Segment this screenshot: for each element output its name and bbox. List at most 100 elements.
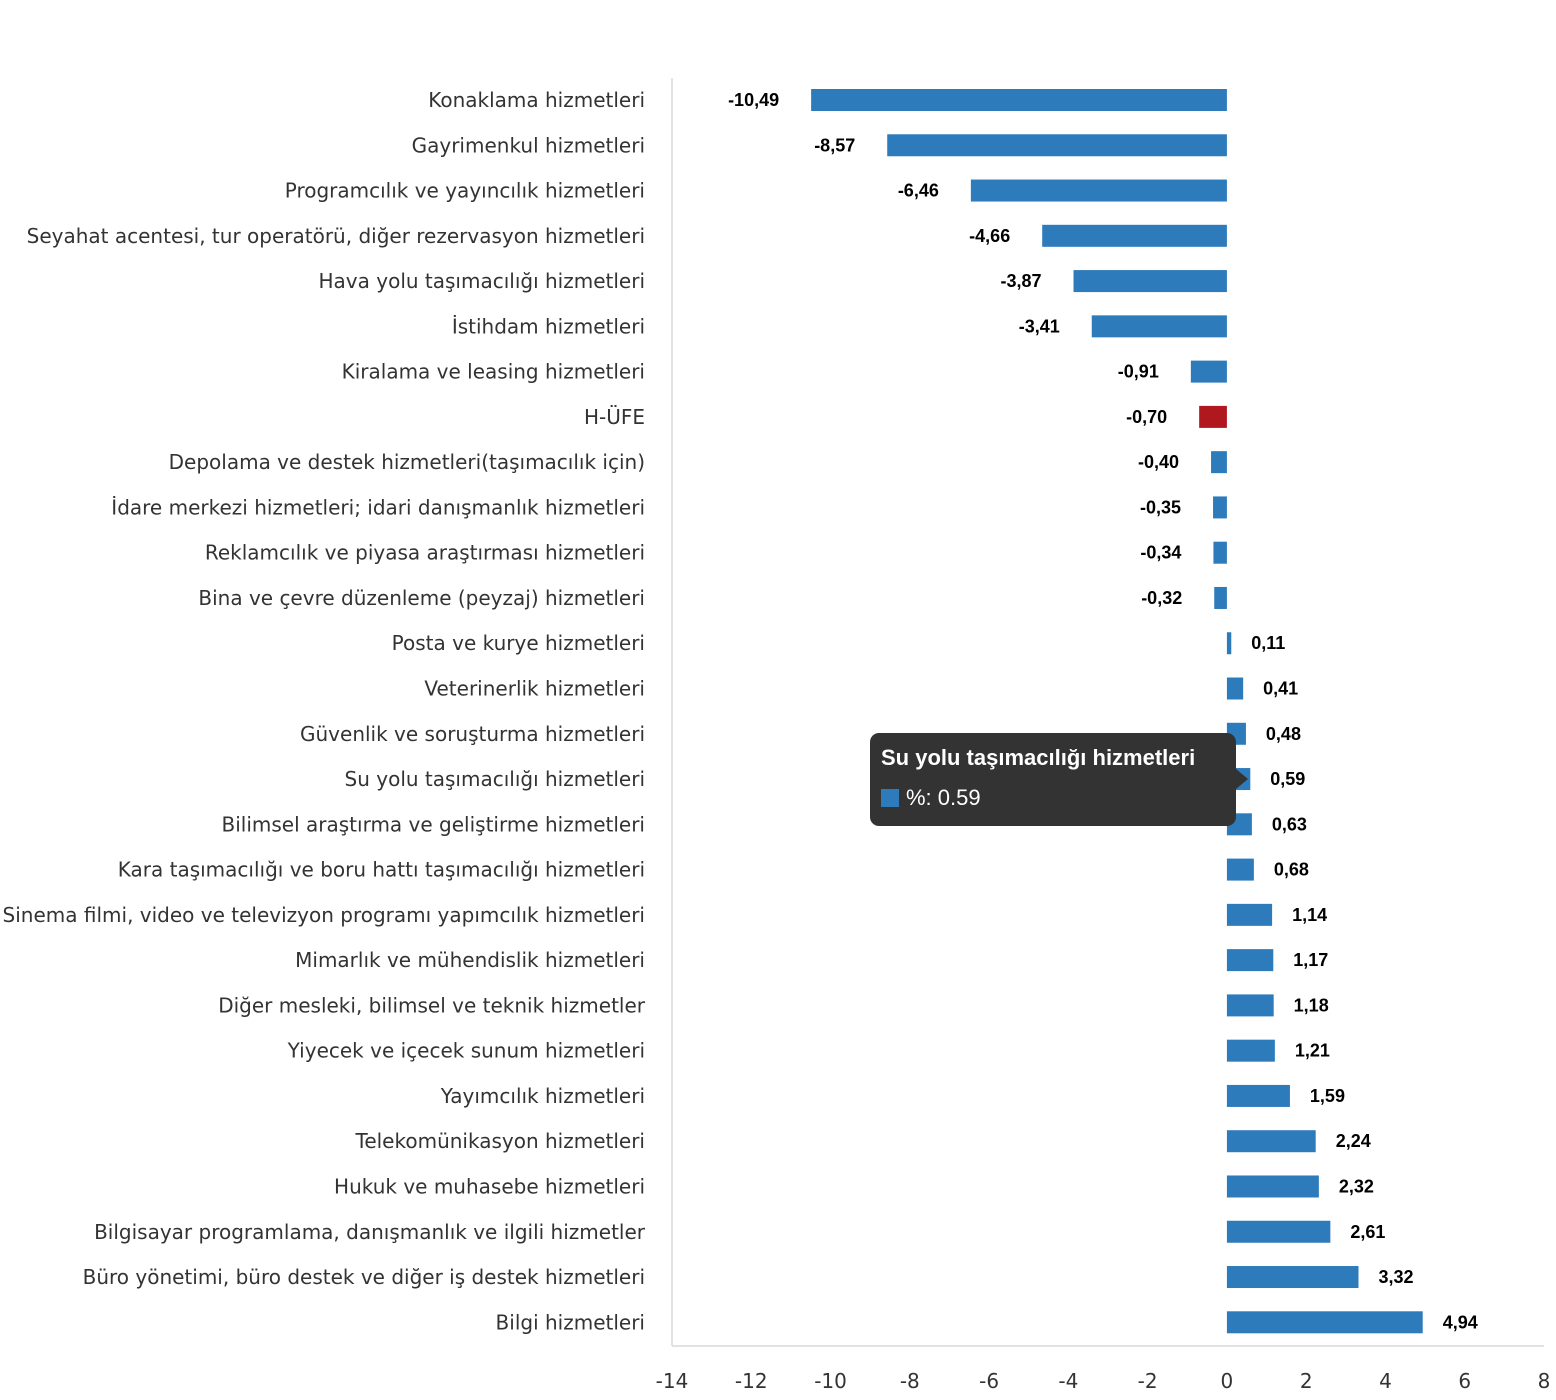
data-label: 0,59	[1270, 769, 1305, 789]
data-label: -0,32	[1141, 588, 1182, 608]
category-label: Su yolu taşımacılığı hizmetleri	[345, 767, 645, 791]
bar[interactable]	[1226, 1039, 1275, 1062]
tooltip-arrow-icon	[1236, 769, 1248, 789]
bar[interactable]	[1226, 677, 1244, 700]
data-label: 4,94	[1443, 1312, 1478, 1332]
tooltip-value-row: %: 0.59	[881, 785, 1225, 811]
x-tick-label: 0	[1221, 1369, 1234, 1393]
x-tick-label: -6	[979, 1369, 999, 1393]
bar[interactable]	[970, 179, 1227, 202]
x-tick-label: 8	[1538, 1369, 1551, 1393]
bar[interactable]	[1190, 360, 1227, 383]
bar[interactable]	[1226, 858, 1254, 881]
category-label: Güvenlik ve soruşturma hizmetleri	[300, 722, 645, 746]
bar[interactable]	[1214, 586, 1227, 609]
bar[interactable]	[1042, 224, 1227, 247]
data-label: 3,32	[1379, 1267, 1414, 1287]
category-label: H-ÜFE	[584, 405, 645, 429]
bar[interactable]	[1213, 541, 1227, 564]
category-label: Konaklama hizmetleri	[428, 88, 645, 112]
category-label: Yiyecek ve içecek sunum hizmetleri	[287, 1039, 645, 1063]
data-label: 2,61	[1350, 1222, 1385, 1242]
x-tick-label: -14	[656, 1369, 689, 1393]
data-label: -0,35	[1140, 497, 1181, 517]
bar[interactable]	[1226, 1220, 1331, 1243]
x-tick-label: 2	[1300, 1369, 1313, 1393]
category-label: Kiralama ve leasing hizmetleri	[342, 360, 645, 384]
value-labels: -10,49 -8,57 -6,46 -4,66 -3,87 -3,41 -0,91 -0,7…	[728, 90, 1478, 1332]
category-label: Programcılık ve yayıncılık hizmetleri	[285, 179, 645, 203]
data-label: 0,63	[1272, 814, 1307, 834]
bar[interactable]	[1211, 451, 1227, 474]
data-label: 0,48	[1266, 724, 1301, 744]
data-label: -0,40	[1138, 452, 1179, 472]
bar[interactable]	[1091, 315, 1227, 338]
data-label: 2,32	[1339, 1176, 1374, 1196]
tooltip-swatch	[881, 789, 899, 807]
data-label: 1,17	[1293, 950, 1328, 970]
category-labels: Konaklama hizmetleri Gayrimenkul hizmetle…	[3, 88, 646, 1334]
x-axis: -14 -12 -10 -8 -6 -4 -2 0 2 4 6 8	[656, 78, 1551, 1393]
category-label: Sinema filmi, video ve televizyon progra…	[3, 903, 645, 927]
bar[interactable]	[1073, 270, 1227, 293]
bar[interactable]	[1226, 632, 1232, 655]
category-label: Telekomünikasyon hizmetleri	[355, 1129, 646, 1153]
x-tick-label: -4	[1058, 1369, 1078, 1393]
data-label: 2,24	[1336, 1131, 1371, 1151]
data-label: 1,14	[1292, 905, 1327, 925]
data-label: -6,46	[898, 181, 939, 201]
category-label: Hukuk ve muhasebe hizmetleri	[334, 1174, 645, 1198]
data-label: -4,66	[969, 226, 1010, 246]
data-label: -0,34	[1140, 543, 1181, 563]
data-label: 0,41	[1263, 679, 1298, 699]
data-label: -0,70	[1126, 407, 1167, 427]
bar[interactable]	[1226, 1175, 1319, 1198]
category-label: Seyahat acentesi, tur operatörü, diğer r…	[27, 224, 645, 248]
tooltip-value: %: 0.59	[906, 785, 981, 810]
bar[interactable]	[1226, 903, 1273, 926]
tooltip: Su yolu taşımacılığı hizmetleri %: 0.59	[870, 733, 1248, 826]
category-label: Bilgi hizmetleri	[496, 1310, 645, 1334]
category-label: Gayrimenkul hizmetleri	[412, 133, 645, 157]
x-tick-label: 6	[1458, 1369, 1471, 1393]
x-tick-label: -12	[735, 1369, 768, 1393]
x-tick-label: -2	[1138, 1369, 1158, 1393]
category-label: Reklamcılık ve piyasa araştırması hizmet…	[205, 541, 645, 565]
data-label: -0,91	[1118, 362, 1159, 382]
category-label: Kara taşımacılığı ve boru hattı taşımacı…	[118, 858, 645, 882]
category-label: İdare merkezi hizmetleri; idari danışman…	[111, 495, 645, 519]
data-label: 0,68	[1274, 860, 1309, 880]
category-label: Mimarlık ve mühendislik hizmetleri	[295, 948, 645, 972]
bar[interactable]	[1226, 1266, 1359, 1289]
category-label: Diğer mesleki, bilimsel ve teknik hizmet…	[218, 993, 646, 1017]
category-label: Veterinerlik hizmetleri	[424, 677, 645, 701]
data-label: 1,59	[1310, 1086, 1345, 1106]
bar[interactable]	[1199, 405, 1227, 428]
category-label: Posta ve kurye hizmetleri	[392, 631, 645, 655]
data-label: 1,21	[1295, 1041, 1330, 1061]
bar[interactable]	[811, 89, 1227, 111]
data-label: -3,41	[1019, 316, 1060, 336]
bar[interactable]	[1226, 994, 1274, 1017]
bar[interactable]	[1226, 1311, 1423, 1334]
category-label: Bilimsel araştırma ve geliştirme hizmetl…	[222, 812, 645, 836]
category-label: Bilgisayar programlama, danışmanlık ve i…	[94, 1220, 646, 1244]
x-tick-label: 4	[1379, 1369, 1392, 1393]
data-label: -10,49	[728, 90, 779, 110]
bars-group	[811, 89, 1423, 1334]
bar[interactable]	[887, 134, 1227, 157]
category-label: Bina ve çevre düzenleme (peyzaj) hizmetl…	[198, 586, 645, 610]
bar[interactable]	[1226, 1130, 1316, 1153]
category-label: Büro yönetimi, büro destek ve diğer iş d…	[83, 1265, 645, 1289]
bar[interactable]	[1213, 496, 1227, 519]
category-label: İstihdam hizmetleri	[452, 314, 645, 338]
x-tick-label: -8	[900, 1369, 920, 1393]
data-label: -3,87	[1000, 271, 1041, 291]
bar[interactable]	[1226, 949, 1274, 972]
data-label: -8,57	[814, 135, 855, 155]
tooltip-title: Su yolu taşımacılığı hizmetleri	[881, 745, 1196, 770]
bar[interactable]	[1226, 1084, 1290, 1107]
category-label: Yayımcılık hizmetleri	[440, 1084, 645, 1108]
data-label: 0,11	[1251, 633, 1285, 653]
